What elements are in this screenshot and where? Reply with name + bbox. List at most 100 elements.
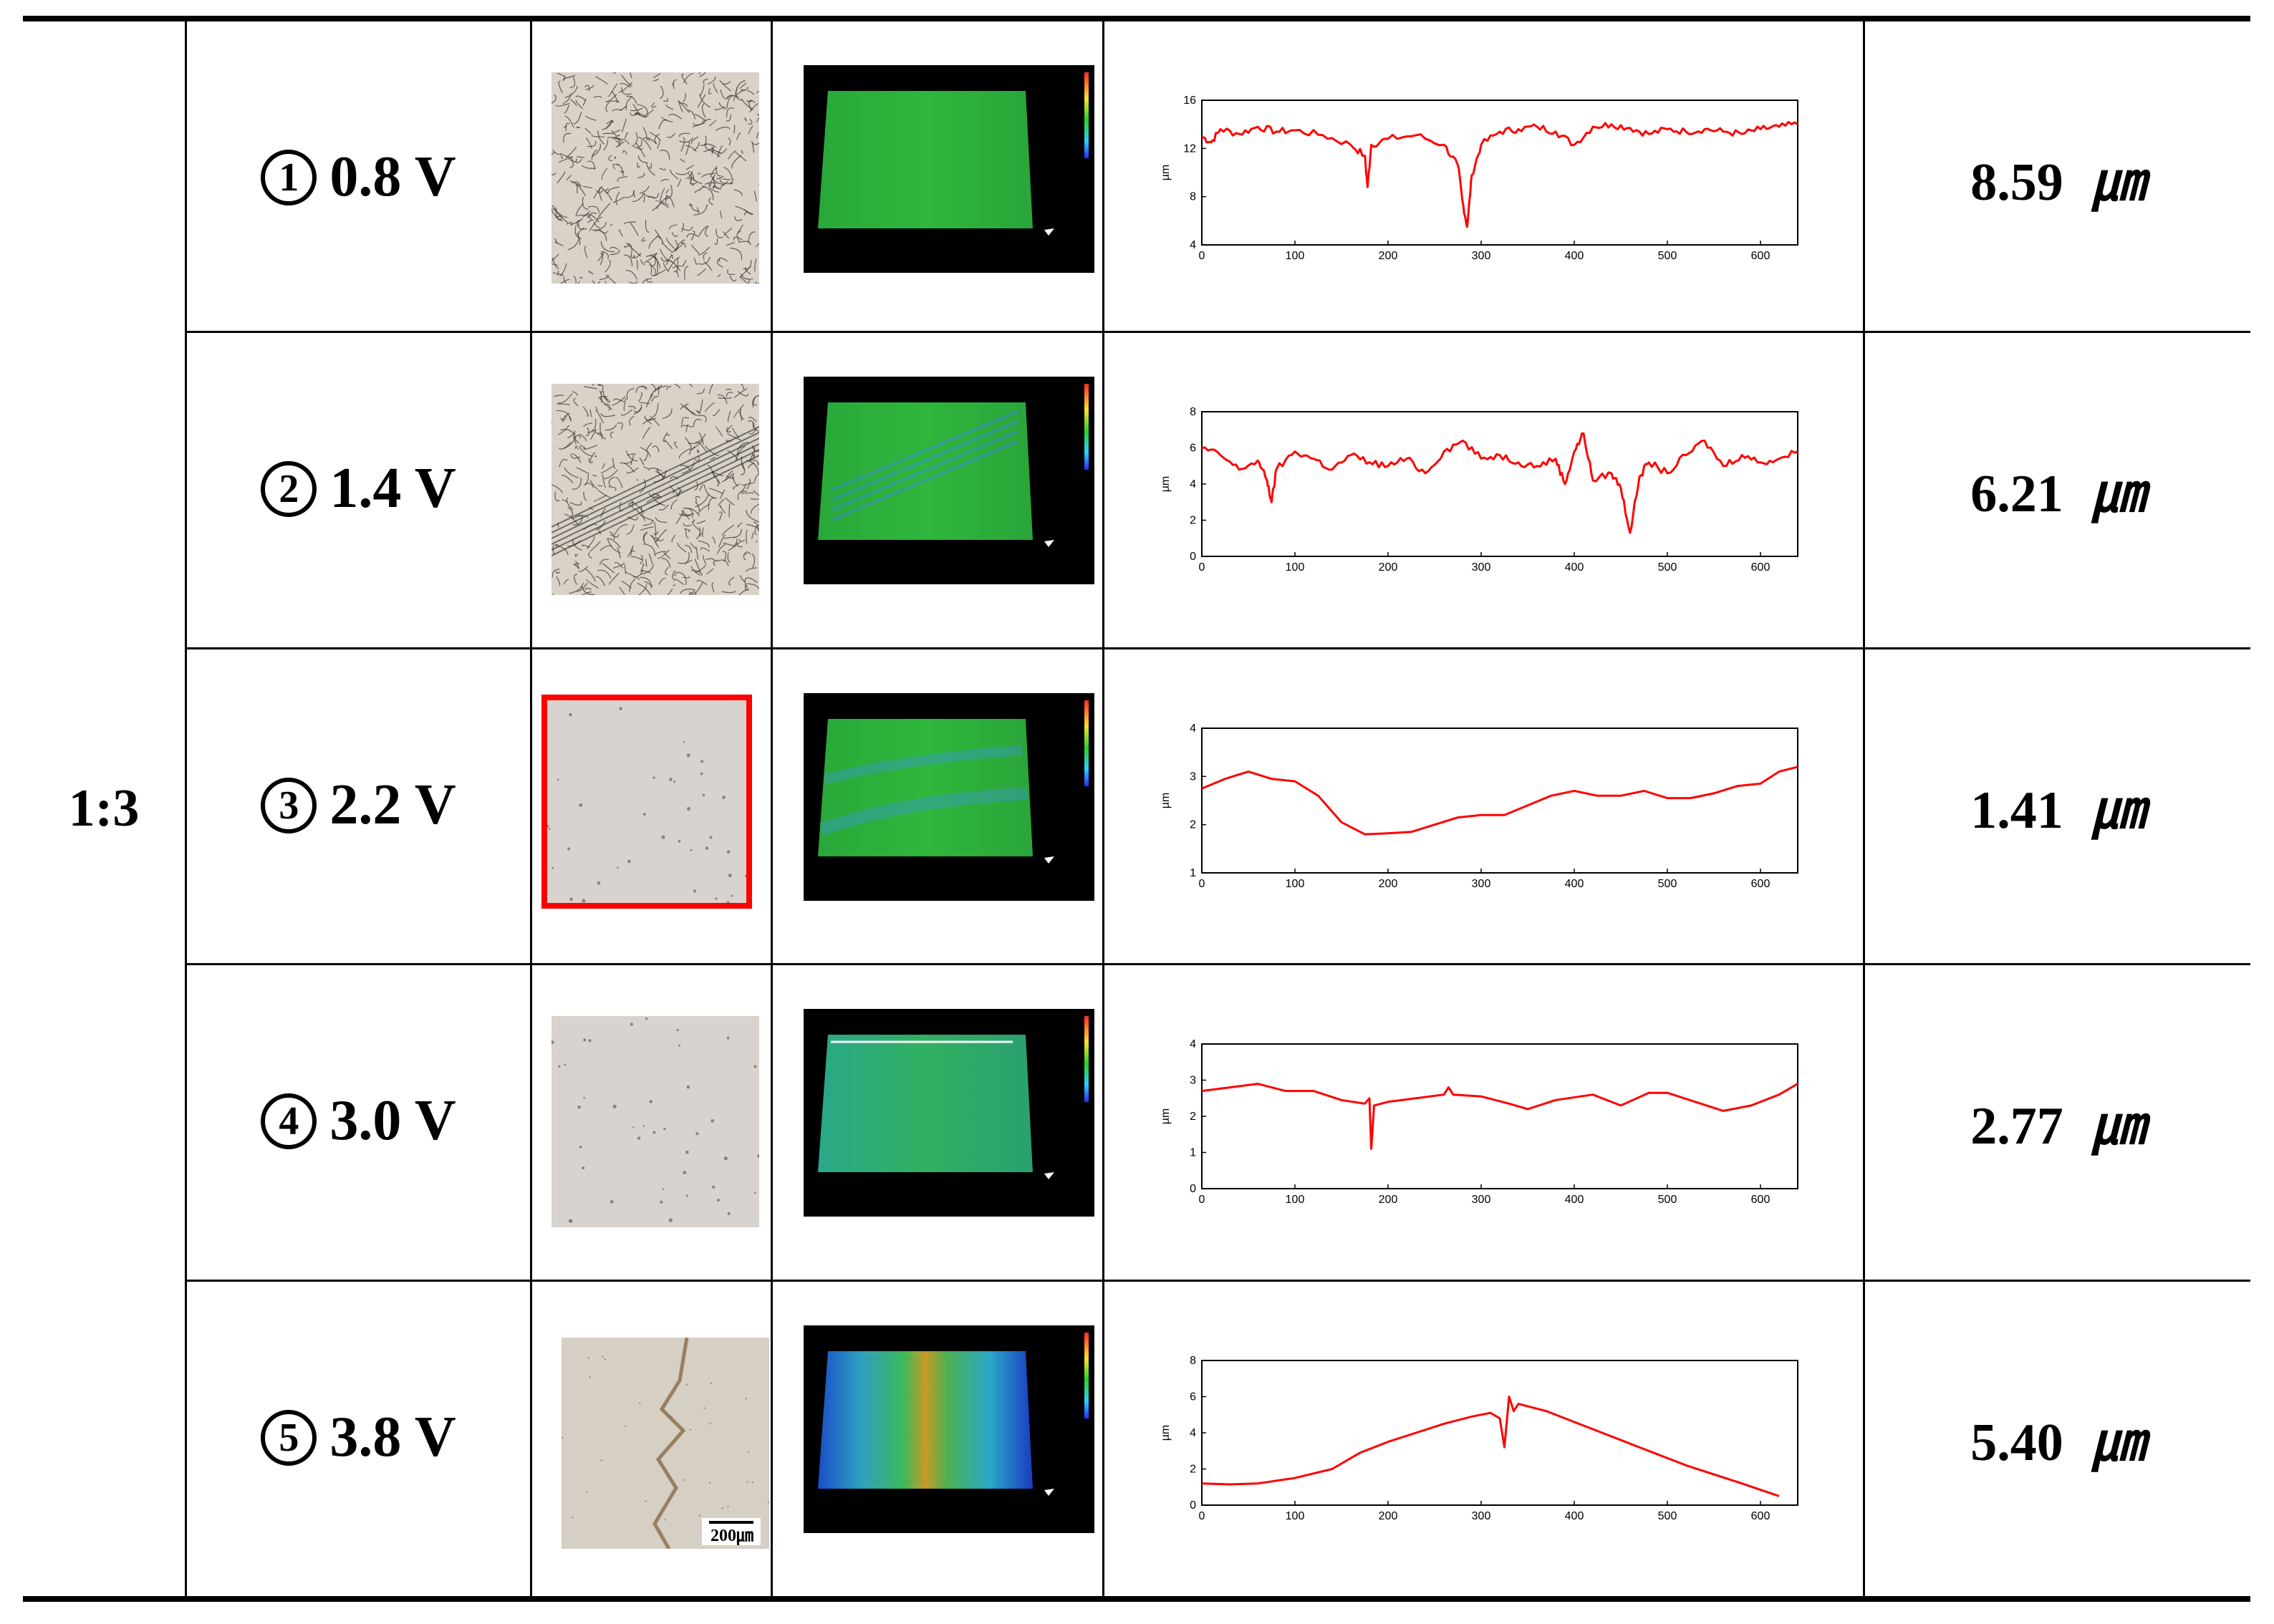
micrograph-image [550,1016,761,1227]
x-tick-label: 600 [1751,1510,1770,1519]
micrograph-image [541,696,751,907]
plot-frame [1201,1360,1798,1506]
x-tick-label: 300 [1472,561,1491,571]
profile-series-line [1201,1396,1780,1497]
axis-arrow-icon [1044,228,1054,236]
roughness-cell: 6.21 ㎛ [1865,333,2250,644]
roughness-unit: ㎛ [2091,465,2145,523]
roughness-unit: ㎛ [2091,153,2145,212]
roughness-value: 2.77 ㎛ [1970,1083,2145,1159]
x-tick-label: 100 [1286,250,1305,259]
row-divider [185,963,2250,965]
surface-3d-map [804,1009,1094,1217]
x-tick-label: 600 [1751,561,1770,571]
x-tick-label: 100 [1286,878,1305,887]
step-number-badge: 5 [261,1409,317,1466]
x-tick-label: 400 [1565,561,1584,571]
y-tick-label: 4 [1190,1038,1196,1050]
bottom-rule [23,1596,2250,1602]
x-tick-label: 200 [1379,561,1398,571]
colorbar-icon [1084,1016,1089,1102]
roughness-unit: ㎛ [2091,1413,2145,1472]
roughness-value: 1.41 ㎛ [1970,767,2145,844]
roughness-number: 2.77 [1970,1097,2063,1156]
y-tick-label: 2 [1190,515,1196,527]
col-divider [771,21,773,1596]
profile-series-line [1201,765,1798,836]
condition-label: 4 3.0 V [261,1088,456,1154]
x-tick-label: 300 [1472,250,1491,259]
col-divider [185,21,187,1596]
top-rule [23,16,2250,21]
voltage-text: 3.8 V [329,1406,456,1469]
surface-plane [818,719,1033,856]
step-number-badge: 1 [261,149,317,206]
x-tick-label: 100 [1286,561,1305,571]
col-divider [1102,21,1104,1596]
highlight-frame [541,695,752,909]
profile-series-line [1201,432,1798,534]
x-tick-label: 600 [1751,1194,1770,1203]
roughness-unit: ㎛ [2091,781,2145,840]
condition-cell: 3 2.2 V [187,649,530,961]
y-tick-label: 0 [1190,1499,1196,1512]
y-tick-label: 16 [1183,95,1196,107]
roughness-number: 1.41 [1970,781,2063,840]
y-tick-label: 4 [1190,1427,1196,1439]
x-tick-label: 0 [1199,250,1205,259]
ratio-cell: 1:3 [23,21,185,1596]
x-tick-label: 300 [1472,878,1491,887]
x-tick-label: 200 [1379,1194,1398,1203]
roughness-number: 6.21 [1970,465,2063,523]
y-tick-label: 2 [1190,819,1196,831]
axis-arrow-icon [1044,540,1054,547]
axis-arrow-icon [1044,856,1054,864]
height-profile-chart: 010020030040050060001234µmµm [1146,1017,1819,1203]
micrograph-image: 200㎛ [562,1337,770,1550]
y-tick-label: 1 [1190,1147,1196,1159]
x-tick-label: 200 [1379,250,1398,259]
surface-3d-map [804,65,1094,273]
x-tick-label: 500 [1658,561,1677,571]
voltage-text: 3.0 V [329,1089,456,1152]
surface-3d-map [804,377,1094,584]
roughness-number: 8.59 [1970,153,2063,212]
y-tick-label: 8 [1190,191,1196,203]
x-tick-label: 300 [1472,1510,1491,1519]
roughness-value: 5.40 ㎛ [1970,1399,2145,1476]
x-tick-label: 0 [1199,878,1205,887]
y-tick-label: 6 [1190,1391,1196,1403]
colorbar-icon [1084,72,1089,158]
row-divider [185,1280,2250,1282]
y-axis-label: µm [1160,1425,1172,1441]
roughness-unit: ㎛ [2091,1097,2145,1156]
y-tick-label: 3 [1190,1075,1196,1087]
x-tick-label: 100 [1286,1194,1305,1203]
height-profile-chart: 01002003004005006001234µmµm [1146,701,1819,887]
x-tick-label: 400 [1565,878,1584,887]
col-divider [1863,21,1865,1596]
step-number-badge: 3 [261,777,317,833]
x-tick-label: 300 [1472,1194,1491,1203]
condition-label: 5 3.8 V [261,1405,456,1470]
micrograph-image [538,370,767,601]
roughness-value: 6.21 ㎛ [1970,450,2145,527]
y-axis-label: µm [1160,1108,1172,1125]
x-tick-label: 400 [1565,1510,1584,1519]
plot-frame [1201,1043,1798,1189]
x-tick-label: 100 [1286,1510,1305,1519]
voltage-text: 0.8 V [329,145,456,208]
x-tick-label: 500 [1658,878,1677,887]
x-tick-label: 200 [1379,1510,1398,1519]
y-axis-label: µm [1160,476,1172,493]
plot-frame [1201,728,1798,874]
axis-arrow-icon [1044,1172,1054,1179]
y-tick-label: 6 [1190,443,1196,455]
y-tick-label: 8 [1190,1355,1196,1367]
y-axis-label: µm [1160,165,1172,181]
x-tick-label: 600 [1751,250,1770,259]
surface-plane [818,91,1033,228]
ratio-label: 1:3 [68,779,140,838]
y-tick-label: 4 [1190,722,1196,735]
voltage-text: 1.4 V [329,457,456,520]
